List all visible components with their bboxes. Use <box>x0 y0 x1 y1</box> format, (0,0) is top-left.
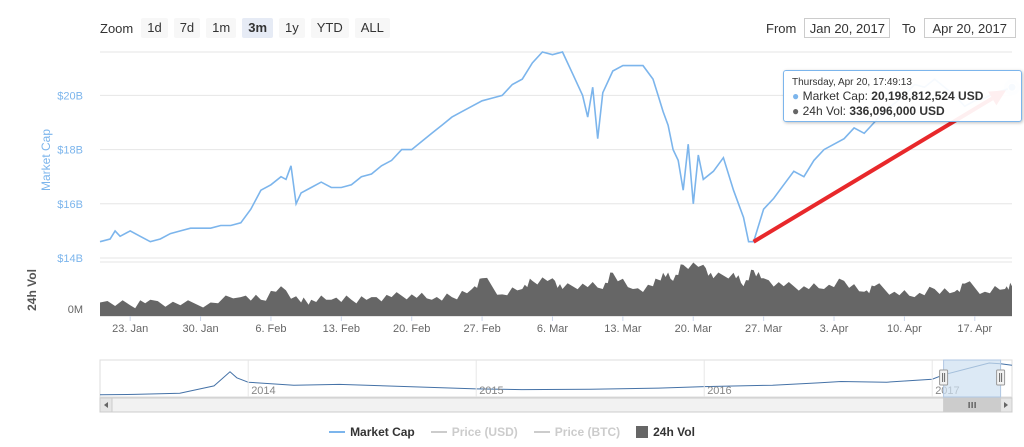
range-from: From <box>766 18 891 38</box>
from-label: From <box>766 20 797 36</box>
tooltip-market-cap-row: ● Market Cap: 20,198,812,524 USD <box>792 89 1013 104</box>
navigator-handle <box>939 369 949 386</box>
x-tick-label: 30. Jan <box>183 323 219 335</box>
navigator-selection <box>943 359 1002 398</box>
square-swatch-icon <box>636 426 649 438</box>
chevron-left-icon <box>104 402 108 408</box>
zoom-1m-button[interactable]: 1m <box>206 18 237 38</box>
x-tick-label: 6. Mar <box>537 323 569 335</box>
x-tick-label: 13. Mar <box>604 323 642 335</box>
x-tick-label: 27. Mar <box>745 323 783 335</box>
navigator-tick-label: 2015 <box>479 385 503 397</box>
y-axis-ticks: $14B $16B $18B $20B <box>57 90 83 265</box>
tooltip-vol-value: 336,096,000 USD <box>849 104 945 118</box>
line-swatch-icon <box>329 431 346 433</box>
legend-label: 24h Vol <box>653 425 695 439</box>
zoom-label: Zoom <box>100 20 134 36</box>
legend-label: Market Cap <box>350 425 415 439</box>
x-tick-label: 13. Feb <box>323 323 360 335</box>
market-cap-series-line <box>99 51 1013 243</box>
y-tick-label: $14B <box>57 253 83 265</box>
zoom-7d-button[interactable]: 7d <box>173 18 201 38</box>
volume-tick-label: 0M <box>68 304 83 316</box>
navigator-tick-label: 2014 <box>251 385 275 397</box>
navigator-frame <box>99 359 1013 398</box>
chevron-right-icon <box>1004 402 1008 408</box>
to-label: To <box>902 20 916 36</box>
market-cap-line <box>99 51 1013 243</box>
x-tick-label: 10. Apr <box>887 323 922 335</box>
zoom-3m-button[interactable]: 3m <box>242 18 274 38</box>
x-tick-label: 6. Feb <box>255 323 286 335</box>
x-tick-label: 3. Apr <box>820 323 849 335</box>
x-tick-label: 17. Apr <box>957 323 992 335</box>
navigator-tick-label: 2016 <box>707 385 731 397</box>
arrow-shaft <box>752 96 994 244</box>
legend-label: Price (USD) <box>451 425 518 439</box>
volume-area <box>100 262 1012 316</box>
range-selector: Zoom 1d 7d 1m 3m 1y YTD ALL <box>100 18 396 38</box>
tooltip-vol-row: ● 24h Vol: 336,096,000 USD <box>792 104 1013 119</box>
zoom-1y-button[interactable]: 1y <box>279 18 305 38</box>
legend-item-price-usd[interactable]: Price (USD) <box>430 425 518 439</box>
x-tick-label: 27. Feb <box>463 323 500 335</box>
x-tick-label: 20. Mar <box>675 323 713 335</box>
zoom-ytd-button[interactable]: YTD <box>310 18 349 38</box>
scrollbar[interactable] <box>99 397 1013 413</box>
series-dot-icon: ● <box>792 104 800 118</box>
y-tick-label: $16B <box>57 199 83 211</box>
y-tick-label: $20B <box>57 90 83 102</box>
tooltip-date: Thursday, Apr 20, 17:49:13 <box>792 77 912 88</box>
tooltip-vol-label: 24h Vol: <box>802 104 846 118</box>
range-to: To <box>902 18 1016 38</box>
legend-label: Price (BTC) <box>554 425 621 439</box>
tooltip-market-cap-value: 20,198,812,524 USD <box>871 89 984 103</box>
volume-area-path <box>100 262 1012 316</box>
legend: Market Cap Price (USD) Price (BTC) 24h V… <box>0 425 1024 439</box>
scrollbar-track <box>99 397 1013 413</box>
tooltip-market-cap-label: Market Cap: <box>802 89 868 103</box>
from-date-input[interactable] <box>804 18 891 38</box>
line-swatch-icon <box>533 431 550 433</box>
legend-item-market-cap[interactable]: Market Cap <box>329 425 415 439</box>
x-tick-label: 23. Jan <box>112 323 148 335</box>
line-swatch-icon <box>430 431 447 433</box>
y-axis-label: Market Cap <box>39 129 53 191</box>
x-tick-label: 20. Feb <box>393 323 430 335</box>
legend-item-24h-vol[interactable]: 24h Vol <box>636 425 695 439</box>
navigator-handle <box>996 369 1006 386</box>
navigator[interactable]: 2014201520162017 <box>99 359 1013 398</box>
series-dot-icon: ● <box>792 89 800 103</box>
to-date-input[interactable] <box>923 18 1016 38</box>
zoom-all-button[interactable]: ALL <box>354 18 390 38</box>
tooltip: Thursday, Apr 20, 17:49:13 ● Market Cap:… <box>783 70 1022 122</box>
volume-axis-label: 24h Vol <box>25 269 39 311</box>
legend-item-price-btc[interactable]: Price (BTC) <box>533 425 621 439</box>
zoom-1d-button[interactable]: 1d <box>141 18 168 38</box>
x-axis-ticks: 23. Jan 30. Jan 6. Feb 13. Feb 20. Feb 27. Fe… <box>112 316 993 335</box>
market-cap-chart: $14B $16B $18B $20B Market Cap 24h Vol 0M 2… <box>25 51 1020 413</box>
y-tick-label: $18B <box>57 145 83 157</box>
